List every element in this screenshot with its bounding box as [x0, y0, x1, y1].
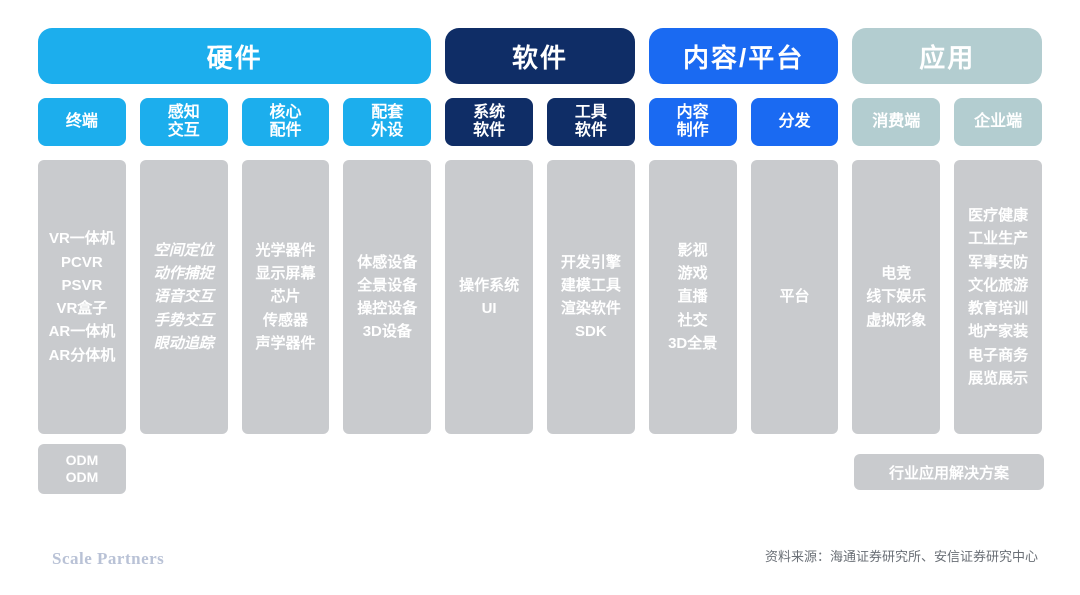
- content-col-1: 空间定位动作捕捉语音交互手势交互眼动追踪: [140, 160, 228, 494]
- content-box-5: 开发引擎建模工具渲染软件SDK: [547, 160, 635, 434]
- content-item: PCVR: [61, 251, 103, 274]
- extra-box-0: ODMODM: [38, 444, 126, 494]
- content-item: 空间定位: [154, 239, 214, 262]
- content-item: 体感设备: [357, 251, 417, 274]
- sub-7: 分发: [751, 98, 839, 146]
- content-item: 光学器件: [255, 239, 315, 262]
- sub-6: 内容 制作: [649, 98, 737, 146]
- content-item: 文化旅游: [968, 274, 1028, 297]
- content-item: 工业生产: [968, 227, 1028, 250]
- content-item: 3D设备: [363, 320, 412, 343]
- content-item: 直播: [678, 285, 708, 308]
- content-item: 医疗健康: [968, 204, 1028, 227]
- content-item: 传感器: [263, 309, 308, 332]
- sub-8: 消费端: [852, 98, 940, 146]
- content-item: 眼动追踪: [154, 332, 214, 355]
- content-box-7: 平台: [751, 160, 839, 434]
- content-item: 军事安防: [968, 251, 1028, 274]
- content-item: 建模工具: [561, 274, 621, 297]
- content-item: PSVR: [61, 274, 102, 297]
- app-footer: 行业应用解决方案: [854, 454, 1044, 490]
- sub-2: 核心 配件: [242, 98, 330, 146]
- extra-item: ODM: [66, 469, 99, 486]
- content-item: 电竞: [881, 262, 911, 285]
- content-col-2: 光学器件显示屏幕芯片传感器声学器件: [242, 160, 330, 494]
- content-box-6: 影视游戏直播社交3D全景: [649, 160, 737, 434]
- content-item: 社交: [678, 309, 708, 332]
- content-item: 平台: [779, 285, 809, 308]
- sub-5: 工具 软件: [547, 98, 635, 146]
- content-item: 操作系统: [459, 274, 519, 297]
- category-hw: 硬件: [38, 28, 431, 84]
- source-text: 资料来源：海通证券研究所、安信证券研究中心: [765, 546, 1038, 565]
- content-item: 虚拟形象: [866, 309, 926, 332]
- content-item: 手势交互: [154, 309, 214, 332]
- content-item: 游戏: [678, 262, 708, 285]
- content-col-6: 影视游戏直播社交3D全景: [649, 160, 737, 494]
- content-col-3: 体感设备全景设备操控设备3D设备: [343, 160, 431, 494]
- content-item: AR分体机: [49, 344, 116, 367]
- content-col-8: 电竞线下娱乐虚拟形象: [852, 160, 940, 494]
- sub-9: 企业端: [954, 98, 1042, 146]
- content-col-4: 操作系统UI: [445, 160, 533, 494]
- content-item: 地产家装: [968, 320, 1028, 343]
- content-item: UI: [482, 297, 497, 320]
- sub-4: 系统 软件: [445, 98, 533, 146]
- content-item: 渲染软件: [561, 297, 621, 320]
- sub-0: 终端: [38, 98, 126, 146]
- content-col-7: 平台: [751, 160, 839, 494]
- content-box-8: 电竞线下娱乐虚拟形象: [852, 160, 940, 434]
- content-item: VR一体机: [49, 227, 115, 250]
- content-item: 电子商务: [968, 344, 1028, 367]
- content-box-9: 医疗健康工业生产军事安防文化旅游教育培训地产家装电子商务展览展示: [954, 160, 1042, 434]
- content-item: AR一体机: [49, 320, 116, 343]
- content-item: 声学器件: [255, 332, 315, 355]
- content-item: 全景设备: [357, 274, 417, 297]
- content-item: 语音交互: [154, 285, 214, 308]
- sub-1: 感知 交互: [140, 98, 228, 146]
- category-sw: 软件: [445, 28, 635, 84]
- category-content: 内容/平台: [649, 28, 839, 84]
- content-box-1: 空间定位动作捕捉语音交互手势交互眼动追踪: [140, 160, 228, 434]
- category-app: 应用: [852, 28, 1042, 84]
- content-item: 开发引擎: [561, 251, 621, 274]
- content-item: 影视: [678, 239, 708, 262]
- content-item: 3D全景: [668, 332, 717, 355]
- content-col-9: 医疗健康工业生产军事安防文化旅游教育培训地产家装电子商务展览展示: [954, 160, 1042, 494]
- content-col-5: 开发引擎建模工具渲染软件SDK: [547, 160, 635, 494]
- content-item: 显示屏幕: [255, 262, 315, 285]
- content-item: 芯片: [270, 285, 300, 308]
- watermark: Scale Partners: [52, 549, 164, 569]
- sub-3: 配套 外设: [343, 98, 431, 146]
- extra-item: ODM: [66, 452, 99, 469]
- content-box-4: 操作系统UI: [445, 160, 533, 434]
- content-item: 线下娱乐: [866, 285, 926, 308]
- content-col-0: VR一体机PCVRPSVRVR盒子AR一体机AR分体机 ODMODM: [38, 160, 126, 494]
- content-box-0: VR一体机PCVRPSVRVR盒子AR一体机AR分体机: [38, 160, 126, 434]
- content-item: 展览展示: [968, 367, 1028, 390]
- content-box-3: 体感设备全景设备操控设备3D设备: [343, 160, 431, 434]
- content-item: VR盒子: [56, 297, 107, 320]
- content-item: SDK: [575, 320, 607, 343]
- content-item: 操控设备: [357, 297, 417, 320]
- content-item: 动作捕捉: [154, 262, 214, 285]
- content-item: 教育培训: [968, 297, 1028, 320]
- content-box-2: 光学器件显示屏幕芯片传感器声学器件: [242, 160, 330, 434]
